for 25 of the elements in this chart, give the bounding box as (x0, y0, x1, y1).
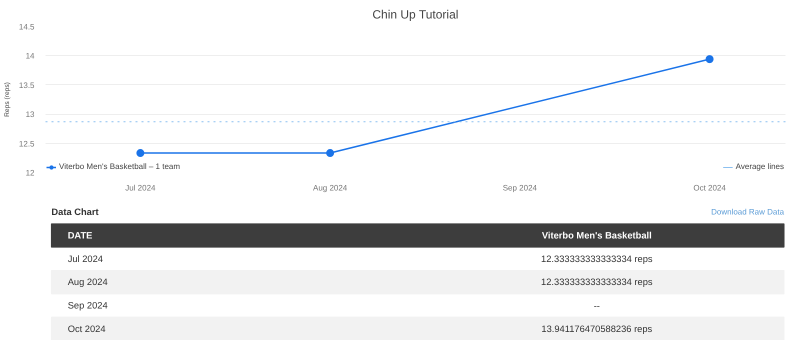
legend-label: Viterbo Men's Basketball – 1 team (59, 162, 180, 171)
text: Viterbo Men's Basketball (542, 230, 652, 240)
chart-title: Chin Up Tutorial (372, 8, 458, 22)
y-tick-label: 12 (26, 168, 36, 178)
category-label: Jul 2024 (68, 254, 103, 264)
legend-label: Average lines (736, 162, 784, 171)
text: Download Raw Data (711, 208, 785, 217)
y-tick-label: 14.5 (18, 22, 36, 32)
x-tick-label: Oct 2024 (693, 184, 726, 192)
y-tick-label: 13.5 (18, 80, 36, 90)
y-tick-label: 12.5 (18, 139, 36, 148)
x-tick-label: Jul 2024 (125, 184, 156, 192)
category-label: Aug 2024 (68, 277, 108, 288)
text: 12.333333333333334 reps (541, 254, 653, 264)
x-tick-label: Aug 2024 (312, 184, 348, 192)
text: 13.941176470588236 reps (541, 324, 653, 334)
text: Data Chart (51, 207, 99, 218)
category-label: Oct 2024 (68, 324, 106, 334)
category-label: Sep 2024 (68, 300, 108, 310)
text: 12.333333333333334 reps (541, 277, 653, 288)
text: DATE (68, 230, 92, 240)
x-tick-label: Sep 2024 (502, 184, 538, 192)
y-tick-label: 13 (26, 110, 36, 120)
y-tick-label: 14 (26, 52, 36, 61)
text: -- (594, 301, 600, 311)
